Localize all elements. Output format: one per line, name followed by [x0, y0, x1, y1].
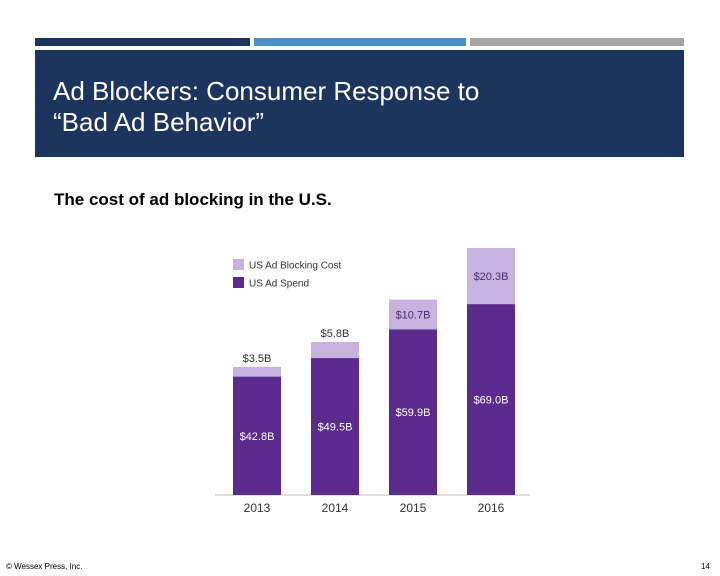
accent-stripe-blue — [254, 38, 466, 46]
bar-ad-blocking-cost-2015 — [389, 299, 437, 330]
bar-ad-spend-2013 — [233, 376, 281, 495]
bar-ad-spend-2014 — [311, 358, 359, 495]
x-tick-label-2015: 2015 — [400, 501, 427, 515]
title-band: Ad Blockers: Consumer Response to “Bad A… — [35, 50, 684, 157]
legend-label-ad-blocking-cost: US Ad Blocking Cost — [249, 261, 341, 272]
copyright-footer: © Wessex Press, Inc. — [6, 562, 83, 571]
legend-swatch-ad-spend — [233, 277, 244, 288]
stacked-bar-chart: $42.8B $3.5B 2013 $49.5B $5.8B 2014 $59.9B $10.… — [215, 247, 530, 515]
data-label-ad-spend-2013: $42.8B — [240, 431, 275, 443]
data-label-ad-spend-2015: $59.9B — [396, 407, 431, 419]
data-label-ad-spend-2016: $69.0B — [474, 395, 509, 407]
bar-ad-spend-2016 — [467, 304, 515, 495]
data-label-ad-blocking-cost-2013: $3.5B — [243, 353, 272, 365]
slide-title-line-2: “Bad Ad Behavior” — [53, 107, 265, 137]
x-tick-label-2016: 2016 — [478, 501, 505, 515]
bar-ad-blocking-cost-2016 — [467, 247, 515, 305]
data-label-ad-spend-2014: $49.5B — [318, 422, 353, 434]
bar-ad-spend-2015 — [389, 329, 437, 495]
slide-title: Ad Blockers: Consumer Response to “Bad A… — [53, 76, 663, 138]
legend-label-ad-spend: US Ad Spend — [249, 279, 309, 290]
legend-swatch-ad-blocking-cost — [233, 259, 244, 270]
slide-subtitle: The cost of ad blocking in the U.S. — [54, 190, 332, 209]
page-number: 14 — [701, 562, 710, 571]
data-label-ad-blocking-cost-2016: $20.3B — [474, 271, 509, 283]
slide-title-line-1: Ad Blockers: Consumer Response to — [53, 76, 480, 106]
accent-stripe-gray — [470, 38, 684, 46]
accent-stripe-dark — [35, 38, 250, 46]
x-tick-label-2013: 2013 — [244, 501, 271, 515]
x-tick-label-2014: 2014 — [322, 501, 349, 515]
data-label-ad-blocking-cost-2015: $10.7B — [396, 309, 431, 321]
bar-ad-blocking-cost-2014 — [311, 342, 359, 359]
data-label-ad-blocking-cost-2014: $5.8B — [321, 328, 350, 340]
bar-ad-blocking-cost-2013 — [233, 366, 281, 377]
